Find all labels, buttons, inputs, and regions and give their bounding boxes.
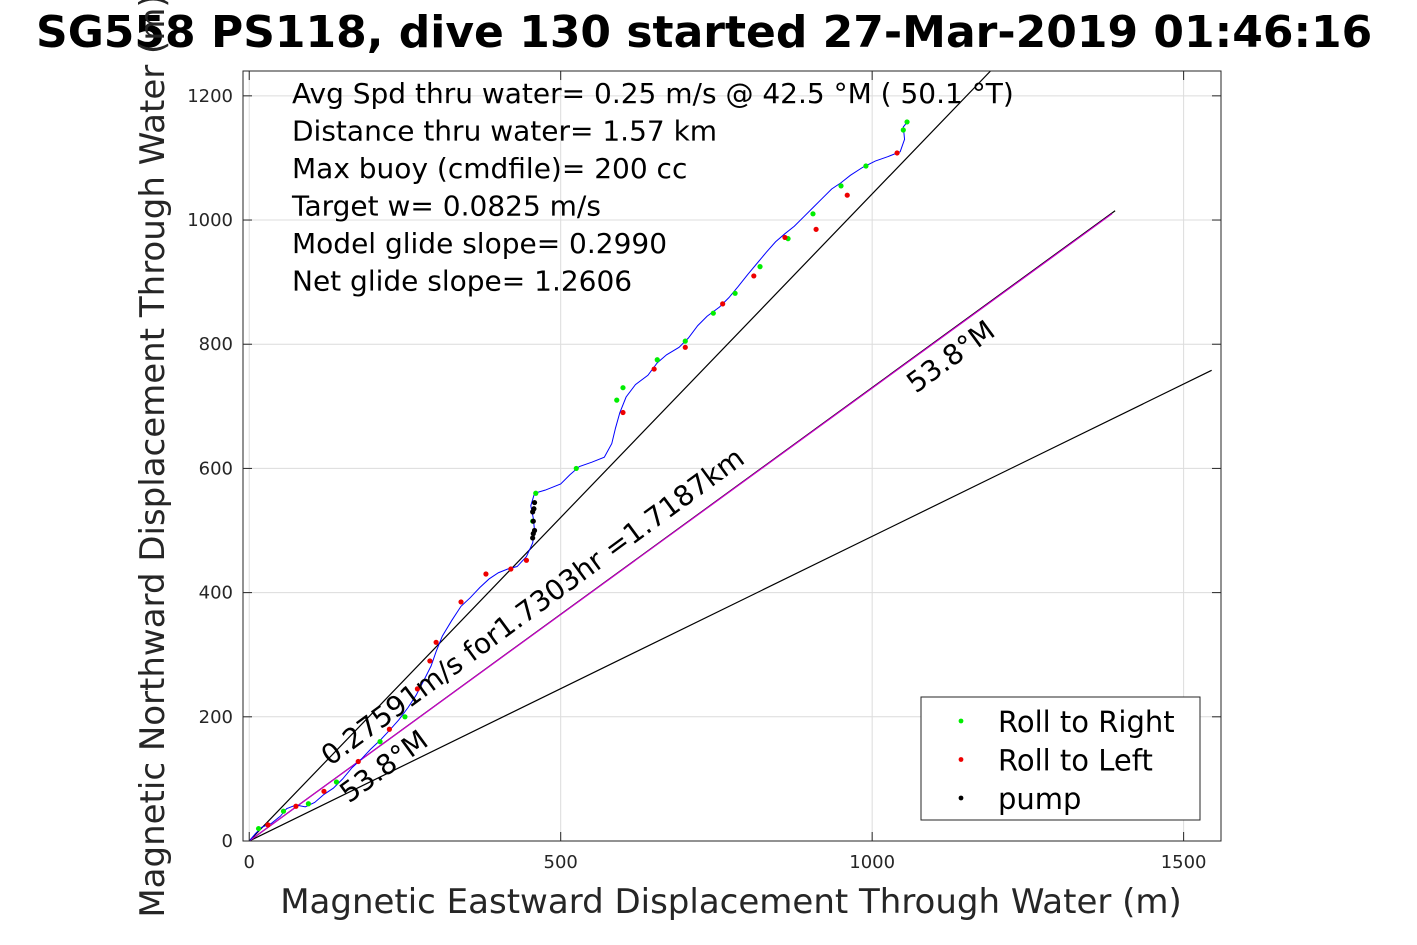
marker-roll-to-left bbox=[523, 557, 530, 563]
legend-label: Roll to Right bbox=[998, 705, 1175, 739]
marker-roll-to-left bbox=[720, 301, 726, 307]
y-tick-label: 1000 bbox=[187, 210, 233, 231]
chart-title: SG558 PS118, dive 130 started 27-Mar-201… bbox=[36, 7, 1372, 58]
y-tick-label: 200 bbox=[199, 707, 233, 728]
marker-roll-to-right bbox=[710, 310, 716, 316]
legend[interactable]: Roll to Right Roll to Left pump bbox=[920, 696, 1201, 821]
marker-roll-to-left bbox=[265, 822, 271, 828]
marker-roll-to-left bbox=[293, 803, 299, 809]
legend-marker bbox=[958, 718, 964, 724]
marker-roll-to-right bbox=[333, 779, 340, 785]
marker-roll-to-right bbox=[533, 490, 539, 496]
y-axis-label: Magnetic Northward Displacement Through … bbox=[133, 0, 173, 918]
y-tick-label: 600 bbox=[199, 458, 233, 479]
marker-roll-to-left bbox=[620, 409, 626, 416]
marker-pump bbox=[530, 531, 536, 537]
marker-roll-to-left bbox=[355, 758, 361, 765]
marker-pump bbox=[530, 535, 536, 541]
marker-roll-to-right bbox=[280, 808, 287, 814]
marker-roll-to-right bbox=[904, 119, 910, 125]
marker-roll-to-left bbox=[751, 273, 757, 279]
y-tick-label: 1200 bbox=[187, 86, 233, 107]
marker-roll-to-left bbox=[427, 658, 433, 664]
marker-roll-to-right bbox=[573, 465, 579, 472]
marker-roll-to-left bbox=[682, 344, 688, 350]
marker-roll-to-right bbox=[863, 163, 869, 169]
ticks: 0 500 1000 1500 0 200 400 600 800 1000 1200 bbox=[187, 71, 1221, 873]
x-tick-label: 500 bbox=[544, 852, 578, 873]
x-tick-label: 0 bbox=[244, 852, 255, 873]
y-tick-label: 800 bbox=[199, 334, 233, 355]
legend-label: pump bbox=[998, 782, 1081, 816]
info-line: Avg Spd thru water= 0.25 m/s @ 42.5 °M (… bbox=[292, 77, 1014, 110]
y-tick-label: 400 bbox=[199, 583, 233, 604]
x-axis-label: Magnetic Eastward Displacement Through W… bbox=[280, 882, 1182, 922]
marker-roll-to-left bbox=[813, 226, 819, 232]
reference-line bbox=[248, 369, 1212, 841]
reference-line bbox=[248, 213, 1113, 841]
marker-roll-to-left bbox=[414, 686, 421, 692]
info-line: Max buoy (cmdfile)= 200 cc bbox=[292, 152, 687, 185]
info-line: Distance thru water= 1.57 km bbox=[292, 115, 717, 148]
marker-roll-to-right bbox=[377, 739, 383, 745]
marker-roll-to-right bbox=[305, 801, 312, 807]
marker-roll-to-left bbox=[386, 726, 392, 732]
marker-roll-to-right bbox=[682, 338, 688, 344]
marker-pump bbox=[531, 506, 537, 512]
marker-roll-to-right bbox=[402, 714, 408, 720]
x-tick-label: 1500 bbox=[1161, 852, 1207, 873]
legend-box bbox=[920, 696, 1201, 821]
marker-roll-to-left bbox=[508, 566, 514, 572]
info-line: Net glide slope= 1.2606 bbox=[292, 265, 632, 298]
marker-roll-to-right bbox=[255, 825, 262, 832]
reference-line bbox=[248, 71, 991, 841]
plot-frame bbox=[242, 70, 1222, 842]
marker-roll-to-left bbox=[894, 150, 900, 156]
legend-label: Roll to Left bbox=[998, 744, 1153, 778]
marker-roll-to-right bbox=[620, 385, 626, 391]
grid bbox=[243, 71, 1221, 842]
marker-roll-to-right bbox=[838, 183, 844, 189]
marker-pump bbox=[531, 499, 538, 506]
x-tick-label: 1000 bbox=[849, 852, 895, 873]
marker-roll-to-right bbox=[654, 357, 660, 363]
marker-roll-to-left bbox=[651, 366, 657, 372]
marker-roll-to-left bbox=[483, 571, 489, 577]
marker-roll-to-right bbox=[732, 290, 738, 296]
legend-marker bbox=[958, 757, 964, 762]
marker-roll-to-right bbox=[614, 397, 620, 403]
marker-pump bbox=[530, 518, 536, 524]
series-layer bbox=[248, 71, 1212, 841]
marker-roll-to-left bbox=[433, 639, 439, 645]
marker-roll-to-right bbox=[900, 127, 906, 133]
info-line: Model glide slope= 0.2990 bbox=[292, 227, 667, 260]
legend-marker bbox=[958, 795, 964, 801]
marker-roll-to-left bbox=[458, 599, 464, 605]
marker-roll-to-left bbox=[844, 192, 850, 198]
marker-roll-to-left bbox=[782, 234, 788, 241]
marker-roll-to-left bbox=[321, 788, 327, 794]
info-box: Avg Spd thru water= 0.25 m/s @ 42.5 °M (… bbox=[291, 77, 1014, 298]
y-tick-label: 0 bbox=[222, 831, 233, 852]
marker-roll-to-right bbox=[810, 211, 816, 217]
marker-roll-to-right bbox=[757, 264, 763, 270]
info-line: Target w= 0.0825 m/s bbox=[291, 190, 601, 223]
